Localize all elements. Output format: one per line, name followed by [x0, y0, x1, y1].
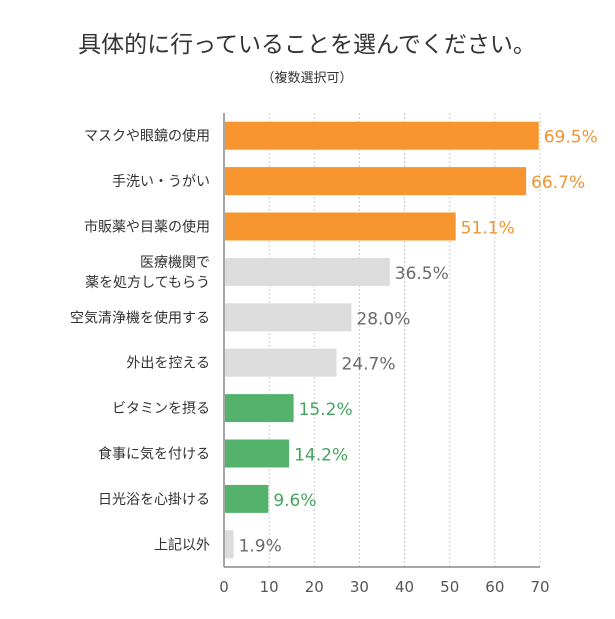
x-tick-label: 0	[219, 578, 229, 596]
data-label: 66.7%	[531, 173, 585, 193]
category-label: 日光浴を心掛ける	[98, 492, 210, 508]
bar	[225, 530, 234, 559]
x-tick-label: 60	[485, 578, 504, 596]
chart-subtitle: （複数選択可）	[261, 70, 352, 86]
bar	[225, 348, 337, 377]
data-label: 9.6%	[273, 491, 316, 511]
bar	[225, 303, 352, 332]
data-label: 28.0%	[356, 309, 410, 329]
category-label: 空気清浄機を使用する	[70, 309, 210, 326]
data-label: 69.5%	[544, 128, 598, 148]
x-tick-label: 30	[350, 578, 369, 596]
x-tick-label: 10	[260, 578, 279, 596]
data-label: 24.7%	[342, 355, 396, 375]
x-tick-label: 40	[395, 578, 414, 596]
category-label: ビタミンを摂る	[112, 401, 210, 417]
bar	[225, 257, 390, 286]
bar	[225, 212, 456, 241]
bar	[225, 167, 527, 196]
x-tick-label: 20	[305, 578, 324, 596]
data-label: 1.9%	[239, 536, 282, 556]
chart-title: 具体的に行っていることを選んでください。	[78, 32, 536, 58]
category-label: マスクや眼鏡の使用	[84, 128, 210, 145]
data-label: 15.2%	[299, 400, 353, 420]
x-tick-label: 70	[530, 578, 549, 596]
category-label: 手洗い・うがい	[112, 174, 210, 190]
bar	[225, 484, 269, 513]
category-label: 市販薬や目薬の使用	[84, 219, 210, 236]
category-label: 外出を控える	[126, 356, 210, 372]
x-tick-label: 50	[440, 578, 459, 596]
bar	[225, 439, 290, 468]
category-label: 食事に気を付ける	[98, 446, 210, 463]
bar	[225, 394, 294, 423]
data-label: 36.5%	[395, 264, 449, 284]
category-label: 医療機関で薬を処方してもらう	[85, 254, 210, 291]
data-label: 51.1%	[461, 219, 515, 239]
category-label: 上記以外	[154, 536, 210, 553]
bar	[225, 121, 539, 150]
data-label: 14.2%	[294, 446, 348, 466]
